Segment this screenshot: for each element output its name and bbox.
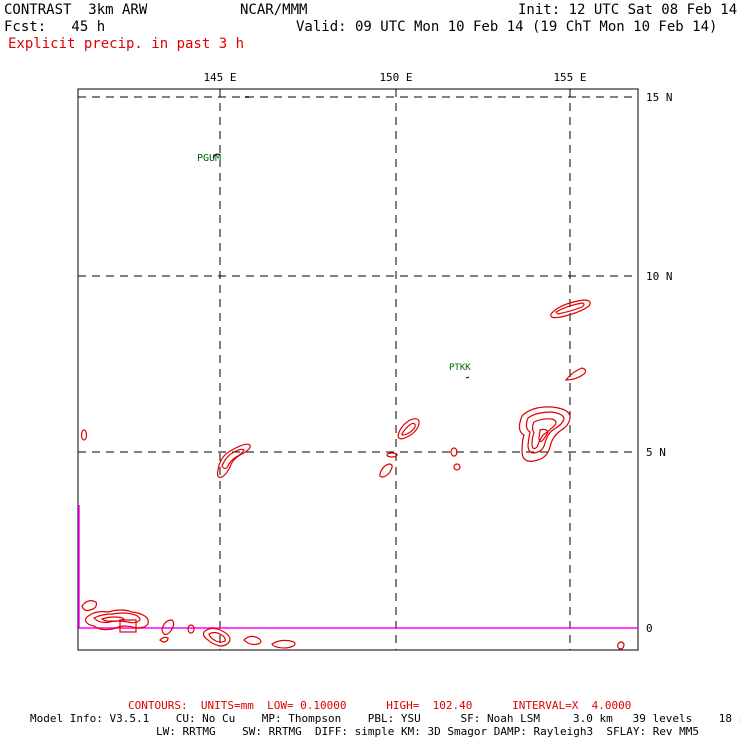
precip-cell [401, 422, 416, 436]
precip-cell [564, 367, 587, 381]
forecast-hour: Fcst: 45 h [4, 19, 106, 35]
precip-cell [119, 619, 137, 633]
contour-legend: CONTOURS: UNITS=mm LOW= 0.10000 HIGH= 10… [128, 699, 632, 712]
lat-lon-grid [78, 89, 638, 650]
precip-cell [555, 302, 585, 315]
model-info-line-2: LW: RRTMG SW: RRTMG DIFF: simple KM: 3D … [156, 725, 700, 738]
valid-time: Valid: 09 UTC Mon 10 Feb 14 (19 ChT Mon … [296, 19, 718, 35]
precip-cell [617, 641, 625, 650]
ptkk-marker [465, 376, 470, 379]
model-title: CONTRAST 3km ARW [4, 2, 148, 18]
precip-cell [202, 627, 231, 647]
precip-contours [80, 299, 625, 650]
precip-cell [100, 616, 126, 622]
lon-label-145: 145 E [203, 71, 236, 84]
precip-cell [525, 411, 565, 454]
precip-cell [386, 452, 398, 458]
precip-cell [271, 639, 296, 649]
model-info-line-1: Model Info: V3.5.1 CU: No Cu MP: Thompso… [30, 712, 740, 725]
precip-cell [538, 428, 549, 443]
init-time: Init: 12 UTC Sat 08 Feb 14 [518, 2, 738, 18]
precip-cell [161, 619, 175, 636]
precip-cell [187, 624, 195, 634]
precip-cell [159, 636, 169, 643]
precip-cell [80, 429, 88, 441]
precip-cell [221, 448, 245, 470]
precip-cell [85, 609, 149, 631]
station-label-ptkk: PTKK [449, 363, 471, 373]
precip-cell [450, 447, 458, 457]
lon-label-150: 150 E [379, 71, 412, 84]
field-title: Explicit precip. in past 3 h [8, 36, 245, 52]
precip-cell [379, 463, 393, 478]
precip-cell [518, 406, 571, 462]
guam-coastline [212, 153, 221, 159]
precip-cell [453, 463, 461, 471]
lon-label-155: 155 E [553, 71, 586, 84]
precip-cell [81, 600, 97, 612]
precip-cell [216, 443, 251, 478]
domain-boundary [78, 505, 638, 629]
lat-label-5: 5 N [646, 446, 666, 459]
lat-label-10: 10 N [646, 270, 673, 283]
precip-cell [243, 635, 262, 646]
precip-cell [397, 418, 420, 440]
station-label-pgum: PGUM [197, 153, 221, 164]
precip-cell [550, 299, 591, 319]
lat-label-15: 15 N [646, 91, 673, 104]
org-label: NCAR/MMM [240, 2, 308, 18]
map-frame [77, 88, 639, 651]
precip-cell [208, 631, 226, 643]
lat-label-0: 0 [646, 622, 653, 635]
precip-cell [92, 612, 141, 624]
precip-cell [531, 418, 557, 450]
